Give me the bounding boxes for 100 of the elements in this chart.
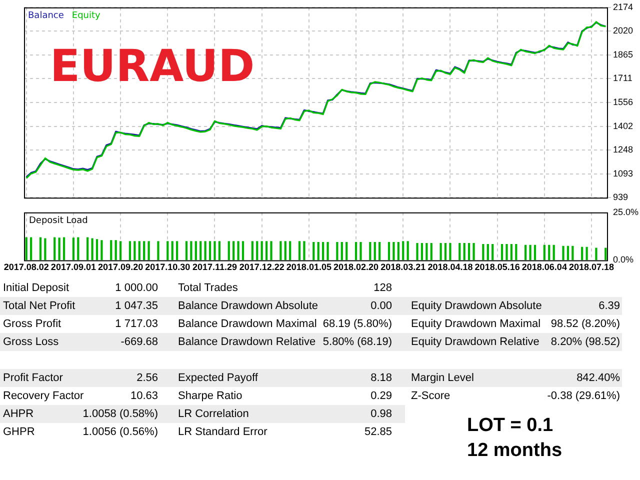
text: 0.00 [370, 299, 392, 313]
bar [482, 244, 484, 260]
bar [157, 241, 160, 260]
y-tick-label: 1248 [613, 144, 634, 154]
bar [270, 241, 272, 260]
text: 5.80% (68.19) [322, 335, 392, 349]
bar [420, 242, 424, 260]
bar [100, 240, 103, 260]
bar [77, 237, 80, 260]
bar [581, 246, 584, 260]
text: LR Correlation [178, 407, 249, 421]
text: GHPR [3, 425, 35, 439]
text: Balance [28, 11, 64, 22]
text: Balance Drawdown Relative [178, 335, 316, 349]
bar [30, 237, 32, 260]
bar [143, 241, 146, 260]
bar [148, 241, 150, 260]
bar [369, 242, 372, 260]
bar [402, 241, 404, 260]
bar [426, 242, 428, 260]
bar [214, 241, 216, 260]
bar [534, 244, 536, 260]
bar [176, 241, 178, 260]
bar [586, 246, 588, 260]
bar [242, 241, 244, 260]
bar [543, 244, 546, 260]
bar [406, 241, 409, 260]
bar [128, 241, 132, 260]
text: Z-Score [411, 389, 450, 403]
bar [228, 241, 230, 260]
text: 6.39 [598, 299, 620, 313]
x-tick-label: 2018.01.05 [286, 262, 332, 272]
bar [289, 241, 292, 260]
bar [86, 237, 89, 260]
text: 0.98 [370, 407, 392, 421]
bar [562, 246, 564, 260]
bar [44, 238, 46, 260]
bar [96, 239, 98, 260]
bar [468, 242, 470, 260]
bar [280, 241, 282, 260]
bar [91, 238, 94, 260]
text: 10.63 [130, 389, 158, 403]
text: LR Standard Error [178, 425, 268, 439]
bar [312, 242, 315, 260]
text: Expected Payoff [178, 371, 258, 385]
bar [472, 242, 475, 260]
text: Gross Profit [3, 317, 62, 331]
x-tick-label: 2017.09.01 [50, 262, 96, 272]
text: 1.0056 (0.56%) [82, 425, 158, 439]
bar [604, 248, 607, 260]
text: 8.20% (98.52) [550, 335, 620, 349]
text: 1.0058 (0.58%) [82, 407, 158, 421]
bar [265, 241, 268, 260]
bar [317, 242, 320, 260]
bar [200, 241, 202, 260]
x-tick-label: 2018.06.04 [522, 262, 567, 272]
bar [458, 242, 461, 260]
chart-title: Deposit Load [29, 216, 88, 226]
bar [506, 244, 508, 260]
bar [492, 244, 494, 260]
text: Total Trades [178, 281, 238, 295]
bar [388, 242, 390, 260]
bar [572, 246, 574, 260]
bar [62, 237, 66, 260]
text: Total Net Profit [3, 299, 76, 313]
bar [303, 241, 306, 260]
y-tick-label: 1093 [613, 168, 634, 178]
text: Recovery Factor [3, 389, 84, 403]
text: Equity Drawdown Relative [411, 335, 540, 349]
text: -669.68 [120, 335, 158, 349]
y-tick-label: 25.0% [613, 206, 639, 217]
bar [284, 241, 286, 260]
bar [336, 242, 338, 260]
bar [444, 242, 447, 260]
bar [340, 242, 343, 260]
text: LOT = 0.1 [467, 415, 554, 437]
bar [251, 241, 254, 260]
y-tick-label: 939 [613, 192, 628, 202]
text: 98.52 (8.20%) [550, 317, 620, 331]
x-tick-label: 2017.08.02 [4, 262, 49, 272]
bar [449, 242, 452, 260]
text: 128 [374, 281, 392, 295]
bar [260, 241, 263, 260]
bar [397, 242, 400, 260]
bar [54, 237, 56, 260]
bar [529, 244, 532, 260]
text: Initial Deposit [3, 281, 70, 295]
y-tick-label: 2020 [613, 26, 634, 36]
text: Equity Drawdown Absolute [411, 299, 542, 313]
text: Equity [72, 11, 102, 22]
bar [72, 238, 75, 260]
text: EURAUD [50, 40, 255, 92]
bar [430, 242, 432, 260]
x-tick-label: 2018.03.21 [380, 262, 426, 272]
text: AHPR [3, 407, 34, 421]
bar [190, 241, 192, 260]
bar [360, 242, 362, 260]
text: Balance Drawdown Absolute [178, 299, 318, 313]
x-tick-label: 2018.04.18 [428, 262, 473, 272]
bar [392, 242, 395, 260]
